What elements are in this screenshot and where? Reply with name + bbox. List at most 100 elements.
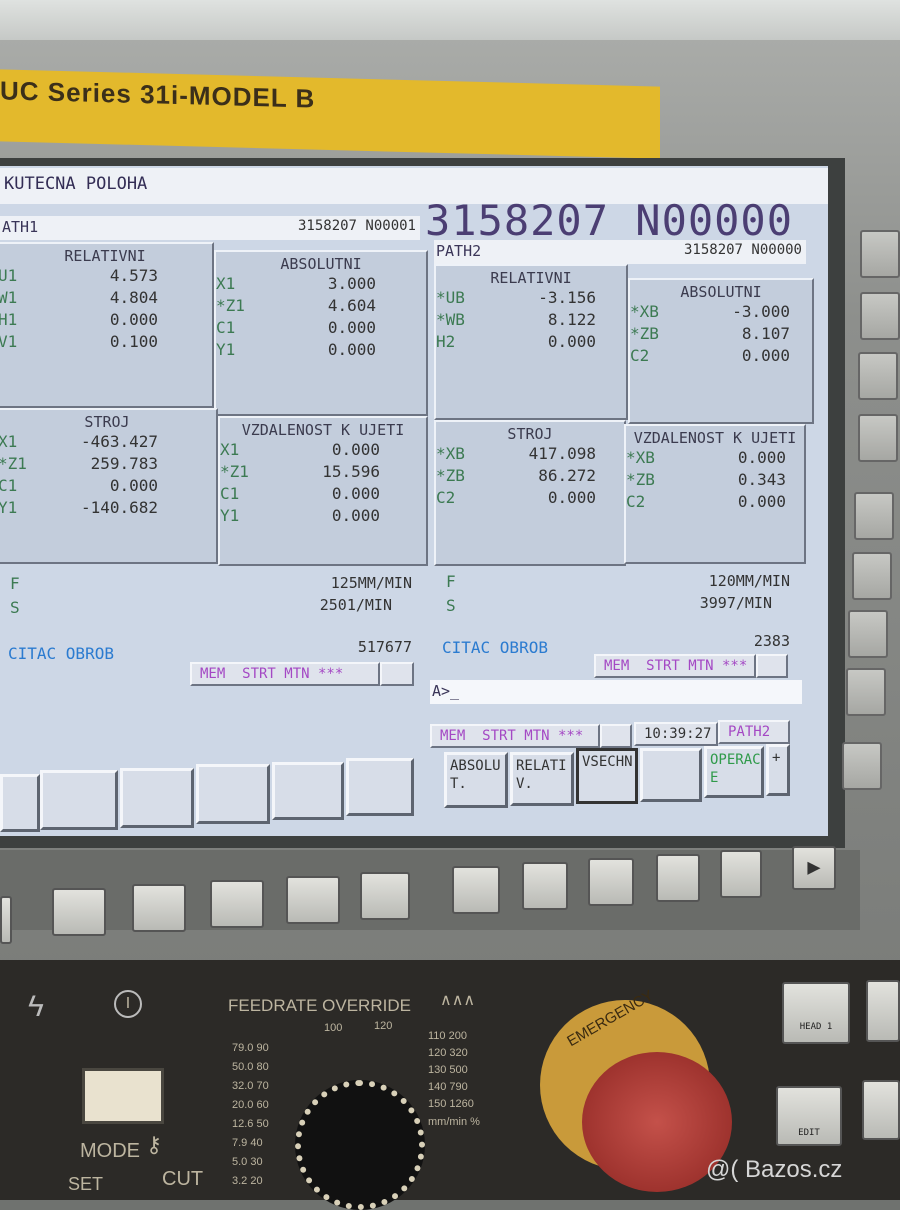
axis-label: Y1 xyxy=(220,506,240,525)
side-button-3[interactable] xyxy=(858,352,898,400)
edit-button[interactable]: EDIT xyxy=(776,1086,842,1146)
hardware-softkey[interactable] xyxy=(588,858,634,906)
absolutni-row: *XB -3.000 xyxy=(630,301,812,323)
vzdalenost-row: *XB 0.000 xyxy=(626,447,804,469)
side-button-5[interactable] xyxy=(854,492,894,540)
side-button-8[interactable] xyxy=(846,668,886,716)
panel-button-right-1[interactable] xyxy=(866,980,900,1042)
absolutni-row: C1 0.000 xyxy=(216,317,426,339)
absolutni-row: *Z1 4.604 xyxy=(216,295,426,317)
axis-label: V1 xyxy=(0,332,18,351)
axis-label: C1 xyxy=(0,476,18,495)
feed-tick: 120 xyxy=(374,1020,393,1032)
hardware-softkey[interactable] xyxy=(522,862,568,910)
softkey-blank-7[interactable] xyxy=(640,748,702,802)
head1-button[interactable]: HEAD 1 xyxy=(782,982,850,1044)
axis-label: H2 xyxy=(436,332,456,351)
axis-label: *XB xyxy=(630,302,659,321)
softkey-blank-5[interactable] xyxy=(272,762,344,820)
program-number: 3158207 N00000 xyxy=(425,196,794,245)
machine-panel: ϟ I MODE ⚷ SET CUT FEEDRATE OVERRIDE ∧∧∧… xyxy=(0,960,900,1210)
hardware-softkey[interactable] xyxy=(452,866,500,914)
feed-tick: 110 200 xyxy=(428,1030,467,1042)
path2-relativni-box: RELATIVNI *UB -3.156 *WB 8.122 H2 0.000 xyxy=(434,264,628,420)
softkey-blank-2[interactable] xyxy=(40,770,118,830)
axis-label: Y1 xyxy=(0,498,18,517)
next-page-button[interactable]: ▶ xyxy=(792,846,836,890)
relativni-row: *UB -3.156 xyxy=(436,287,626,309)
hardware-softkey[interactable] xyxy=(132,884,186,932)
axis-value: 86.272 xyxy=(538,466,596,485)
side-button-6[interactable] xyxy=(852,552,892,600)
feed-tick: 79.0 90 xyxy=(232,1042,269,1054)
axis-label: X1 xyxy=(216,274,236,293)
hardware-softkey[interactable] xyxy=(656,854,700,902)
side-button-7[interactable] xyxy=(848,610,888,658)
softkey-operace[interactable]: OPERAC E xyxy=(704,746,764,798)
watermark: @( Bazos.cz xyxy=(706,1156,843,1183)
hardware-softkey[interactable] xyxy=(52,888,106,936)
hardware-softkey[interactable] xyxy=(360,872,410,920)
softkey-absolut[interactable]: ABSOLU T. xyxy=(444,752,508,808)
axis-value: 4.604 xyxy=(327,296,376,315)
feed-units: mm/min % xyxy=(428,1116,480,1128)
side-button-2[interactable] xyxy=(860,292,900,340)
axis-label: *WB xyxy=(436,310,465,329)
feedrate-dial[interactable] xyxy=(295,1080,425,1210)
path1-s-label: S xyxy=(10,598,20,617)
softkey-next[interactable]: + xyxy=(766,744,790,796)
path2-status: MEM STRT MTN *** xyxy=(594,654,756,678)
vzdalenost-title: VZDALENOST K UJETI xyxy=(241,421,405,439)
axis-value: 417.098 xyxy=(528,444,596,463)
path1-absolutni-box: ABSOLUTNI X1 3.000 *Z1 4.604 C1 0.000 Y1 0.000 xyxy=(214,250,428,416)
feed-tick: 12.6 50 xyxy=(232,1118,269,1130)
emergency-stop-button[interactable] xyxy=(582,1052,732,1192)
softkey-relativ[interactable]: RELATI V. xyxy=(510,752,574,806)
path2-spindle: 3997/MIN xyxy=(699,594,772,612)
axis-value: 0.000 xyxy=(331,484,380,503)
axis-value: 0.000 xyxy=(737,492,786,511)
mode-label: MODE xyxy=(80,1140,140,1162)
stroj-row: *Z1 259.783 xyxy=(0,453,216,475)
softkey-blank-3[interactable] xyxy=(120,768,194,828)
softkey-blank-1[interactable] xyxy=(0,774,40,832)
path1-f-label: F xyxy=(10,574,20,593)
bottom-status-blank xyxy=(600,724,632,748)
hardware-softkey[interactable] xyxy=(720,850,762,898)
feed-tick: 50.0 80 xyxy=(232,1061,269,1073)
hardware-softkey[interactable] xyxy=(210,880,264,928)
mode-key-display[interactable] xyxy=(82,1068,164,1124)
vzdalenost-title: VZDALENOST K UJETI xyxy=(633,429,797,447)
softkey-blank-4[interactable] xyxy=(196,764,270,824)
stroj-row: C2 0.000 xyxy=(436,487,624,509)
stroj-row: *XB 417.098 xyxy=(436,443,624,465)
path2-status-blank xyxy=(756,654,788,678)
axis-value: 0.000 xyxy=(327,318,376,337)
side-button-9[interactable] xyxy=(842,742,882,790)
axis-value: 8.122 xyxy=(547,310,596,329)
axis-value: 0.000 xyxy=(109,310,158,329)
path1-counter-label: CITAC OBROB xyxy=(8,644,114,663)
path2-counter: 2383 xyxy=(753,632,790,650)
path2-vzdalenost-box: VZDALENOST K UJETI *XB 0.000 *ZB 0.343 C2 0.00… xyxy=(624,424,806,564)
path2-program: 3158207 N00000 xyxy=(683,242,802,258)
command-input[interactable]: A>_ xyxy=(430,680,802,704)
axis-value: -3.156 xyxy=(538,288,596,307)
axis-label: W1 xyxy=(0,288,18,307)
axis-label: C2 xyxy=(626,492,646,511)
axis-value: -140.682 xyxy=(80,498,158,517)
path2-s-label: S xyxy=(446,596,456,615)
hardware-softkey[interactable] xyxy=(286,876,340,924)
path1-status: MEM STRT MTN *** xyxy=(190,662,380,686)
relativni-row: *WB 8.122 xyxy=(436,309,626,331)
softkey-blank-6[interactable] xyxy=(346,758,414,816)
side-button-4[interactable] xyxy=(858,414,898,462)
hardware-softkey[interactable] xyxy=(0,896,12,944)
panel-button-right-2[interactable] xyxy=(862,1080,900,1140)
softkey-vsechn[interactable]: VSECHN xyxy=(576,748,638,804)
relativni-title: RELATIVNI xyxy=(490,269,572,287)
wave-icon: ∧∧∧ xyxy=(440,992,476,1009)
path1-counter: 517677 xyxy=(357,638,412,656)
axis-value: 0.000 xyxy=(331,506,380,525)
side-button-1[interactable] xyxy=(860,230,900,278)
